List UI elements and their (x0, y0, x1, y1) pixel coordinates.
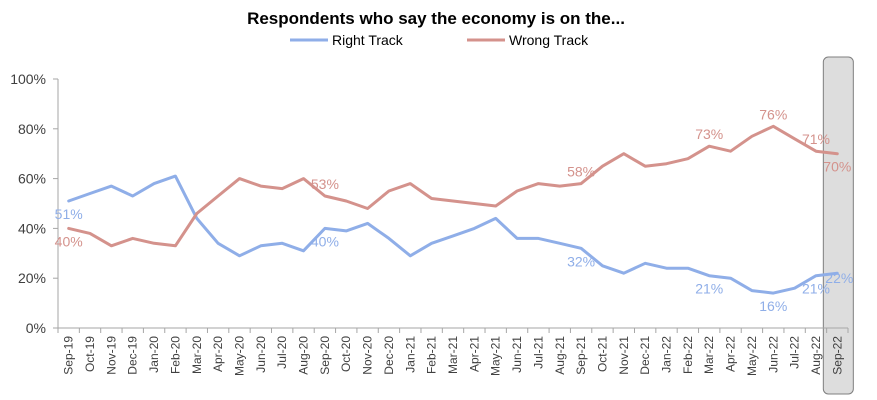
y-tick-label: 80% (18, 121, 46, 137)
x-tick-label: Oct-19 (83, 336, 97, 372)
y-tick-label: 0% (26, 320, 46, 336)
x-tick-label: Jun-22 (766, 336, 780, 373)
x-tick-label: Apr-20 (211, 336, 225, 372)
x-tick-label: May-20 (232, 336, 246, 376)
y-tick-label: 100% (10, 71, 46, 87)
series-line-1 (67, 124, 839, 248)
x-tick-label: May-21 (489, 336, 503, 376)
legend: Right Track Wrong Track (290, 32, 589, 48)
data-label: 53% (311, 176, 339, 192)
x-tick-label: Apr-22 (724, 336, 738, 372)
x-tick-label: Oct-21 (595, 336, 609, 372)
x-tick-label: Jul-21 (531, 336, 545, 369)
x-tick-label: Nov-21 (617, 336, 631, 375)
axes: 0% 20% 40% 60% 80% 100% Sep-19 Oct-19 Nov-19 Dec-… (10, 71, 849, 376)
data-label: 73% (695, 126, 723, 142)
x-tick-label: Feb-22 (681, 336, 695, 374)
data-label: 21% (695, 281, 723, 297)
x-tick-label: Dec-21 (638, 336, 652, 375)
x-tick-label: Sep-21 (574, 336, 588, 375)
x-tick-label: Sep-19 (62, 336, 76, 375)
data-label: 76% (759, 106, 787, 122)
x-tick-label: Jan-22 (660, 336, 674, 373)
legend-label-0: Right Track (332, 32, 404, 48)
data-label: 70% (823, 159, 851, 175)
x-tick-label: Feb-21 (425, 336, 439, 374)
x-tick-label: Oct-20 (339, 336, 353, 372)
x-tick-label: Feb-20 (168, 336, 182, 374)
x-tick-label: Dec-20 (382, 336, 396, 375)
y-tick-label: 60% (18, 171, 46, 187)
x-tick-label: Sep-22 (830, 336, 844, 375)
data-label: 32% (567, 253, 595, 269)
data-label: 21% (802, 281, 830, 297)
series-layer (67, 124, 839, 295)
data-label: 40% (311, 233, 339, 249)
x-tick-label: Nov-20 (361, 336, 375, 375)
data-label: 71% (802, 131, 830, 147)
chart-title: Respondents who say the economy is on th… (247, 9, 625, 28)
x-tick-label: Jul-22 (788, 336, 802, 369)
data-label: 58% (567, 164, 595, 180)
x-tick-label: Jan-21 (403, 336, 417, 373)
series-line-0 (67, 174, 839, 295)
x-tick-label: May-22 (745, 336, 759, 376)
x-tick-label: Sep-20 (318, 336, 332, 375)
y-tick-label: 40% (18, 220, 46, 236)
x-tick-label: Jan-20 (147, 336, 161, 373)
x-tick-label: Mar-20 (190, 336, 204, 374)
data-label: 22% (825, 270, 853, 286)
x-tick-label: Aug-22 (809, 336, 823, 375)
x-tick-label: Dec-19 (126, 336, 140, 375)
x-tick-label: Apr-21 (467, 336, 481, 372)
x-tick-label: Aug-20 (297, 336, 311, 375)
data-labels: 51%40%32%21%16%21%22%40%53%58%73%76%71%7… (55, 106, 854, 314)
latest-month-highlight (822, 56, 854, 395)
y-tick-label: 20% (18, 270, 46, 286)
x-tick-label: Jun-21 (510, 336, 524, 373)
x-tick-label: Nov-19 (104, 336, 118, 375)
x-tick-label: Jul-20 (275, 336, 289, 369)
data-label: 51% (55, 206, 83, 222)
legend-label-1: Wrong Track (509, 32, 589, 48)
x-tick-label: Aug-21 (553, 336, 567, 375)
data-label: 40% (55, 233, 83, 249)
x-tick-label: Mar-21 (446, 336, 460, 374)
x-tick-label: Jun-20 (254, 336, 268, 373)
x-tick-label: Mar-22 (702, 336, 716, 374)
data-label: 16% (759, 298, 787, 314)
